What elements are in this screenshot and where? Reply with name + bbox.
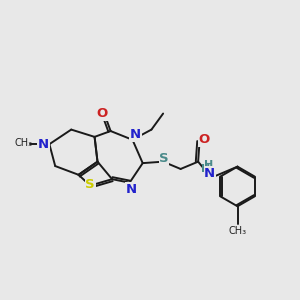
- Text: O: O: [96, 107, 107, 120]
- Text: N: N: [130, 128, 141, 141]
- Text: O: O: [198, 133, 210, 146]
- Text: S: S: [85, 178, 95, 190]
- Text: N: N: [125, 183, 136, 196]
- Text: N: N: [204, 167, 215, 180]
- Text: CH₃: CH₃: [14, 138, 32, 148]
- Text: H: H: [201, 164, 210, 174]
- Text: H
N: H N: [204, 160, 213, 182]
- Text: CH₃: CH₃: [228, 226, 247, 236]
- Text: N: N: [38, 138, 49, 151]
- Text: S: S: [159, 152, 169, 165]
